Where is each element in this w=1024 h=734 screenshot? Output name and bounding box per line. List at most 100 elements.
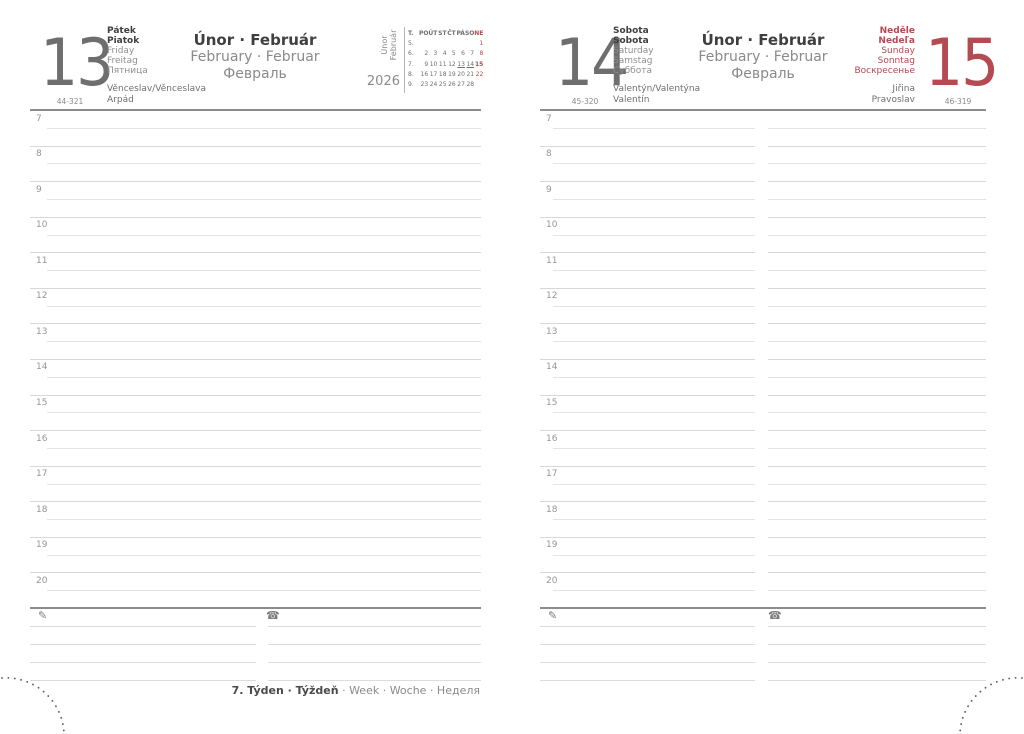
hour-label: 18	[546, 504, 558, 515]
minical-day: 16	[420, 70, 429, 78]
day-name-sk: Piatok	[107, 36, 140, 46]
hour-boundary-line	[30, 181, 481, 183]
hour-label: 13	[36, 326, 48, 337]
day-name-ru: Пятница	[107, 66, 148, 76]
minical-day: 4	[442, 50, 447, 58]
month-title-en-de: February · Februar	[190, 49, 320, 65]
hour-boundary-line	[30, 572, 481, 574]
hour-label: 16	[36, 433, 48, 444]
week-footer-bold: 7. Týden · Týždeň	[231, 684, 339, 697]
half-hour-line	[47, 127, 481, 129]
half-hour-line	[553, 483, 755, 485]
minical-weekday: T.	[408, 30, 414, 37]
half-hour-line	[47, 412, 481, 414]
note-line	[30, 662, 256, 663]
hour-boundary-line	[540, 216, 755, 218]
name-days-sunday: Jiřina Pravoslav	[871, 84, 915, 105]
minical-day: 2	[424, 50, 429, 58]
minical-day	[428, 39, 437, 49]
half-hour-line	[768, 590, 986, 592]
minical-weekday: PÁ	[456, 30, 465, 37]
hour-boundary-line	[768, 358, 986, 360]
hour-label: 12	[36, 291, 48, 302]
day-number-13: 13	[40, 25, 114, 102]
half-hour-line	[553, 447, 755, 449]
diary-page-weekend: 14 Sobota Sobota Saturday Samstag Суббот…	[540, 0, 999, 734]
half-hour-line	[553, 234, 755, 236]
phone-icon: ☎	[768, 609, 782, 622]
minical-day: 9	[424, 60, 429, 68]
minical-day: 20	[457, 70, 465, 78]
half-hour-line	[47, 483, 481, 485]
hour-boundary-line	[30, 358, 481, 360]
minical-weekday: ČT	[447, 30, 456, 37]
minical-day: 7	[470, 50, 475, 58]
hour-label: 12	[546, 291, 558, 302]
minical-day: 24	[429, 81, 438, 89]
minical-day: 13	[457, 60, 465, 68]
minical-weekday: ÚT	[428, 30, 438, 37]
minical-day	[465, 39, 474, 49]
minical-weekday: SO	[464, 30, 475, 37]
hour-boundary-line	[30, 287, 481, 289]
half-hour-line	[553, 519, 755, 521]
hour-label: 9	[546, 184, 552, 195]
minical-day: 26	[448, 81, 456, 89]
half-hour-line	[47, 554, 481, 556]
mini-calendar: T. PO ÚT ST ČT PÁ SO NE 5. 1 6. 2 3 4 5 6 7 8 7. 9 10 11 12 13 1…	[408, 29, 483, 90]
half-hour-line	[553, 412, 755, 414]
hour-boundary-line	[30, 323, 481, 325]
week-footer: 7. Týden · Týždeň · Week · Woche · Недел…	[232, 684, 480, 697]
note-line	[768, 662, 986, 663]
hour-boundary-line	[540, 501, 755, 503]
week-footer-rest: · Week · Woche · Неделя	[338, 684, 480, 697]
note-line	[768, 680, 986, 681]
half-hour-line	[768, 519, 986, 521]
month-title: Únor · Február February · Februar Феврал…	[698, 31, 828, 83]
minical-week-number: 8.	[408, 70, 414, 78]
minical-day	[474, 80, 483, 90]
hour-boundary-line	[768, 536, 986, 538]
minical-weekday: ST	[438, 30, 447, 37]
hour-label: 20	[36, 575, 48, 586]
minical-day	[419, 39, 428, 49]
pencil-icon: ✎	[548, 609, 558, 622]
hour-label: 17	[36, 469, 48, 480]
day-name-de: Freitag	[107, 56, 138, 66]
hour-boundary-line	[768, 572, 986, 574]
hour-boundary-line	[768, 323, 986, 325]
hour-boundary-line	[768, 216, 986, 218]
hour-label: 7	[546, 113, 552, 124]
minical-week-number: 9.	[408, 81, 414, 89]
hour-boundary-line	[540, 358, 755, 360]
header-separator	[30, 109, 481, 111]
half-hour-line	[47, 519, 481, 521]
hour-boundary-line	[30, 501, 481, 503]
minical-day: 21	[466, 70, 475, 78]
hour-label: 14	[546, 362, 558, 373]
half-hour-line	[553, 376, 755, 378]
hour-boundary-line	[768, 394, 986, 396]
hour-label: 16	[546, 433, 558, 444]
hour-boundary-line	[768, 252, 986, 254]
hour-label: 17	[546, 469, 558, 480]
minical-day: 3	[433, 50, 438, 58]
rotated-month-label: Únor Február	[380, 29, 398, 61]
half-hour-line	[553, 554, 755, 556]
hour-label: 20	[546, 575, 558, 586]
minical-day: 15	[474, 60, 484, 68]
minical-day: 1	[479, 40, 484, 48]
minical-day: 28	[466, 81, 475, 89]
hour-boundary-line	[540, 430, 755, 432]
minical-day: 10	[429, 60, 438, 68]
half-hour-line	[47, 163, 481, 165]
half-hour-line	[47, 341, 481, 343]
header-separator	[540, 109, 986, 111]
note-line	[30, 644, 256, 645]
half-hour-line	[768, 234, 986, 236]
half-hour-line	[553, 163, 755, 165]
notes-separator	[30, 607, 481, 609]
hour-boundary-line	[30, 394, 481, 396]
month-title-cs-sk: Únor · Február	[193, 31, 317, 49]
minical-day: 19	[448, 70, 456, 78]
